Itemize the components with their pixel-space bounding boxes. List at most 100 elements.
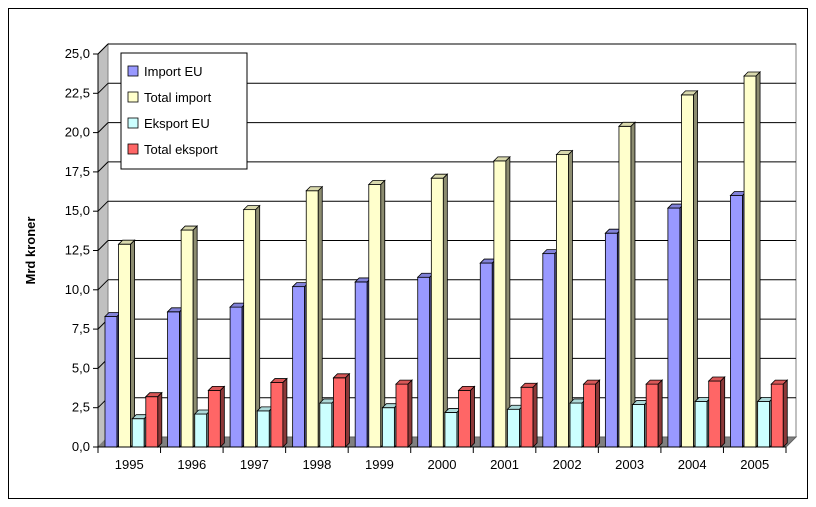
- bar-front: [333, 377, 346, 448]
- legend-entry: Eksport EU: [144, 116, 210, 131]
- bar-front: [207, 390, 221, 448]
- gridline-depth: [97, 161, 109, 173]
- legend-swatch: [127, 117, 139, 129]
- bar-side: [595, 379, 601, 448]
- bar-front: [743, 75, 757, 448]
- bar-front: [194, 413, 208, 448]
- y-tick-label: 17,5: [65, 164, 90, 179]
- bar-front: [243, 209, 257, 448]
- y-tick-label: 12,5: [65, 243, 90, 258]
- bar-front: [131, 418, 145, 448]
- gridline-depth: [97, 279, 109, 291]
- bar: [645, 379, 664, 448]
- bar-side: [470, 385, 475, 448]
- y-tick-label: 15,0: [65, 203, 90, 218]
- bar-front: [292, 286, 306, 448]
- bar-front: [583, 383, 597, 448]
- y-tick-label: 25,0: [65, 46, 90, 61]
- axes: [93, 53, 787, 453]
- bar: [492, 155, 511, 448]
- bar-front: [667, 207, 681, 448]
- gridline-depth: [97, 200, 109, 212]
- x-tick-label: 1996: [177, 457, 206, 472]
- bar: [707, 376, 726, 448]
- bar: [520, 382, 539, 448]
- bar-side: [282, 377, 288, 448]
- bar-front: [167, 311, 180, 448]
- gridline-depth: [97, 82, 109, 94]
- legend-entry: Import EU: [144, 64, 203, 79]
- bar-front: [618, 125, 632, 448]
- bar-front: [542, 253, 556, 448]
- bar-side: [505, 155, 511, 448]
- bar: [117, 239, 136, 448]
- x-tick-label: 2000: [428, 457, 457, 472]
- bar-front: [632, 404, 645, 448]
- y-tick-label: 22,5: [65, 85, 90, 100]
- bar-front: [305, 190, 319, 448]
- bar-front: [569, 402, 583, 448]
- bar-front: [493, 160, 507, 448]
- x-tick-label: 1998: [302, 457, 331, 472]
- bar-side: [130, 239, 135, 448]
- x-tick-label: 2003: [615, 457, 644, 472]
- bar: [180, 225, 199, 448]
- bar-front: [256, 410, 270, 448]
- chart-frame: 0,0 2,5 5,0 7,5 10,0 12,5 15,0 17,5 20,0 22,5 25,0…: [8, 8, 808, 499]
- x-tick-label: 2004: [678, 457, 707, 472]
- bar: [367, 179, 386, 448]
- x-tick-label: 2001: [490, 457, 519, 472]
- legend-swatch: [127, 65, 139, 77]
- bar-side: [157, 391, 163, 448]
- bar: [770, 379, 789, 448]
- legend-swatch: [127, 143, 139, 155]
- bar-front: [395, 383, 409, 448]
- tick-labels: 0,0 2,5 5,0 7,5 10,0 12,5 15,0 17,5 20,0 22,5 25,0…: [23, 46, 769, 472]
- bar-chart: 0,0 2,5 5,0 7,5 10,0 12,5 15,0 17,5 20,0 22,5 25,0…: [23, 42, 798, 472]
- x-tick-label: 2005: [740, 457, 769, 472]
- x-tick-label: 1995: [115, 457, 144, 472]
- bar-side: [782, 379, 788, 448]
- bars: [104, 71, 789, 448]
- bar: [430, 173, 449, 448]
- bar-front: [757, 401, 771, 448]
- bar: [457, 385, 476, 448]
- bar-front: [368, 184, 382, 448]
- bar-front: [681, 94, 694, 448]
- x-tick-label: 1999: [365, 457, 394, 472]
- bar-side: [720, 376, 726, 448]
- bar-front: [520, 386, 534, 448]
- bar: [555, 149, 574, 448]
- legend-box: [120, 52, 248, 170]
- bar-front: [270, 382, 284, 448]
- bar: [207, 385, 226, 448]
- bar-front: [444, 412, 458, 448]
- y-tick-label: 7,5: [72, 321, 90, 336]
- gridline-depth: [97, 240, 109, 251]
- bar-front: [430, 177, 444, 448]
- bar-front: [145, 396, 159, 448]
- bar-front: [507, 408, 520, 448]
- bar: [582, 379, 601, 448]
- bar-side: [657, 379, 663, 448]
- bar-front: [417, 276, 431, 448]
- y-tick-label: 5,0: [72, 360, 90, 375]
- bar-side: [532, 382, 538, 448]
- bar-front: [118, 243, 131, 448]
- bar-front: [604, 232, 618, 448]
- bar-front: [229, 306, 243, 448]
- bar: [144, 391, 163, 448]
- y-tick-label: 10,0: [65, 282, 90, 297]
- bar-front: [104, 316, 118, 448]
- bar-front: [770, 383, 784, 448]
- bar-front: [479, 262, 493, 448]
- legend: Import EU Total import Eksport EU Total eks…: [120, 52, 248, 170]
- bar-front: [458, 390, 471, 448]
- y-tick-label: 0,0: [72, 439, 90, 454]
- bar-front: [730, 195, 743, 448]
- bar-side: [755, 71, 761, 448]
- bar-front: [381, 407, 395, 448]
- bar: [269, 377, 288, 448]
- bar-side: [630, 121, 636, 448]
- bar-front: [319, 402, 333, 448]
